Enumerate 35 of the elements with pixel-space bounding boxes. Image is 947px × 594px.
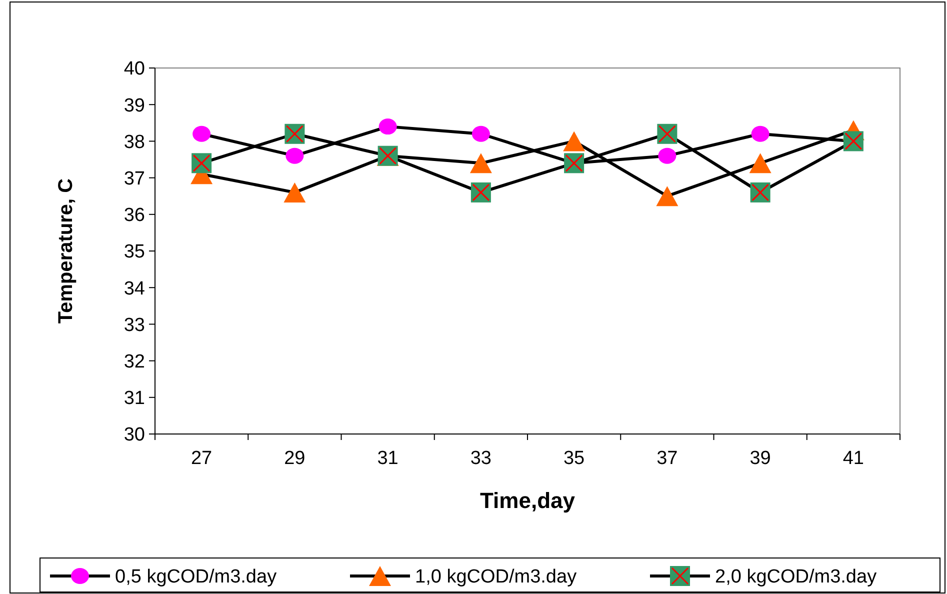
y-axis-title: Temperature, C	[55, 178, 77, 324]
x-axis-title: Time,day	[480, 488, 576, 513]
y-tick-label: 40	[124, 58, 145, 80]
x-tick-label: 33	[470, 448, 492, 469]
y-tick-label: 36	[124, 205, 145, 226]
x-tick-label: 27	[190, 448, 212, 469]
point	[749, 153, 772, 174]
x-tick-label: 41	[842, 448, 864, 469]
y-tick-label: 39	[124, 95, 145, 116]
point	[658, 148, 676, 164]
point	[284, 182, 306, 202]
y-tick-label: 34	[124, 278, 146, 300]
point	[192, 126, 211, 142]
point	[470, 153, 492, 174]
y-tick-label: 37	[124, 168, 145, 190]
legend-label: 1,0 kgCOD/m3.day	[415, 566, 578, 588]
y-tick-label: 31	[124, 388, 145, 410]
x-tick-label: 31	[377, 448, 398, 469]
point	[378, 118, 397, 135]
x-tick-label: 29	[284, 448, 306, 469]
point	[656, 186, 678, 206]
x-tick-label: 37	[656, 448, 678, 469]
legend-label: 0,5 kgCOD/m3.day	[115, 566, 278, 588]
y-tick-label: 30	[124, 424, 145, 446]
x-tick-label: 39	[750, 448, 771, 469]
y-tick-label: 35	[124, 242, 145, 263]
point	[751, 126, 770, 142]
y-tick-label: 33	[124, 314, 145, 336]
y-tick-label: 32	[124, 351, 145, 372]
point	[563, 131, 586, 152]
legend-label: 2,0 kgCOD/m3.day	[715, 566, 878, 588]
y-tick-label: 38	[124, 132, 145, 153]
point	[286, 148, 304, 164]
point	[472, 126, 490, 142]
x-tick-label: 35	[563, 448, 585, 469]
